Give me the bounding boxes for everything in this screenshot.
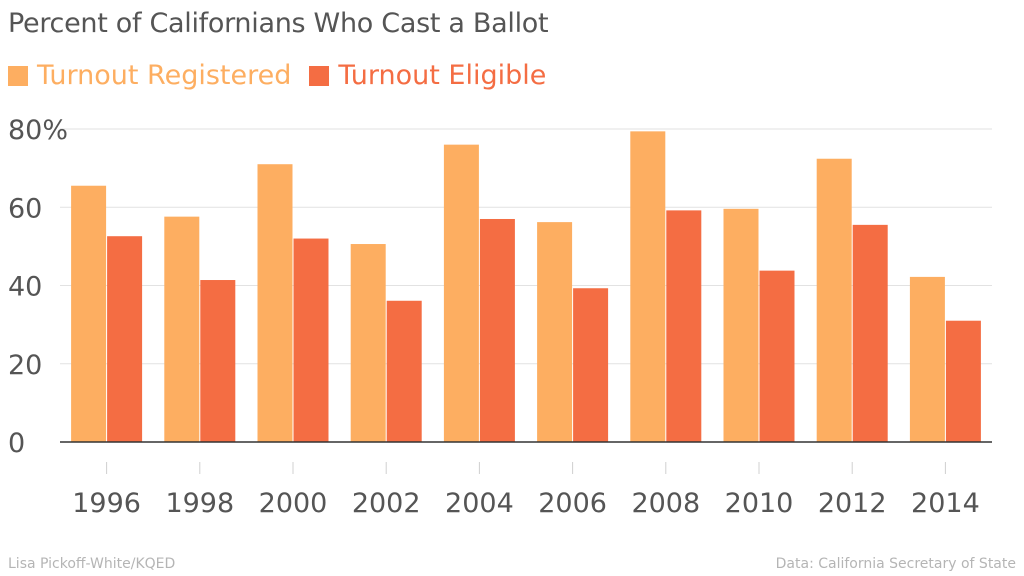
bar-turnout-registered-2002 xyxy=(350,244,386,442)
x-tick-label: 2006 xyxy=(538,488,607,519)
bar-turnout-registered-2008 xyxy=(630,131,666,442)
x-tick-label: 2002 xyxy=(352,488,421,519)
legend-label-registered: Turnout Registered xyxy=(37,60,292,91)
source-text: Data: California Secretary of State xyxy=(775,556,1016,572)
x-tick-label: 2008 xyxy=(631,488,700,519)
bar-turnout-registered-2000 xyxy=(257,164,293,442)
bar-turnout-eligible-1996 xyxy=(107,236,143,442)
bar-turnout-eligible-1998 xyxy=(200,280,236,442)
x-tick-label: 1998 xyxy=(165,488,234,519)
legend-label-eligible: Turnout Eligible xyxy=(338,60,547,91)
y-tick-label: 20 xyxy=(8,350,42,381)
bar-turnout-eligible-2014 xyxy=(945,320,981,442)
credit-text: Lisa Pickoff-White/KQED xyxy=(8,556,176,572)
x-tick-label: 2004 xyxy=(445,488,514,519)
bar-turnout-registered-2012 xyxy=(816,158,852,443)
x-tick-label: 1996 xyxy=(72,488,141,519)
x-tick-label: 2010 xyxy=(725,488,794,519)
bar-turnout-eligible-2012 xyxy=(852,224,888,442)
y-tick-label: 60 xyxy=(8,193,42,224)
x-tick-label: 2012 xyxy=(818,488,887,519)
bar-turnout-eligible-2008 xyxy=(666,210,702,442)
bar-turnout-eligible-2000 xyxy=(293,238,329,442)
bar-turnout-registered-1996 xyxy=(71,185,107,442)
bar-turnout-registered-1998 xyxy=(164,216,200,442)
legend-item-eligible: Turnout Eligible xyxy=(309,60,546,91)
legend-item-registered: Turnout Registered xyxy=(8,60,291,91)
bar-turnout-registered-2010 xyxy=(723,208,759,442)
y-tick-label: 80% xyxy=(8,115,68,146)
bar-turnout-eligible-2004 xyxy=(479,218,515,442)
legend: Turnout Registered Turnout Eligible xyxy=(8,60,564,91)
chart-title: Percent of Californians Who Cast a Ballo… xyxy=(8,8,549,39)
x-tick-label: 2000 xyxy=(259,488,328,519)
bar-turnout-eligible-2006 xyxy=(573,288,609,442)
y-tick-label: 40 xyxy=(8,272,42,303)
bar-turnout-registered-2014 xyxy=(909,276,945,442)
bar-turnout-registered-2004 xyxy=(443,144,479,442)
bar-turnout-eligible-2002 xyxy=(386,300,422,442)
y-tick-label: 0 xyxy=(8,428,25,459)
x-tick-label: 2014 xyxy=(911,488,980,519)
legend-swatch-registered xyxy=(8,65,28,86)
legend-swatch-eligible xyxy=(309,65,330,86)
bar-turnout-eligible-2010 xyxy=(759,270,795,442)
bar-turnout-registered-2006 xyxy=(537,222,573,442)
